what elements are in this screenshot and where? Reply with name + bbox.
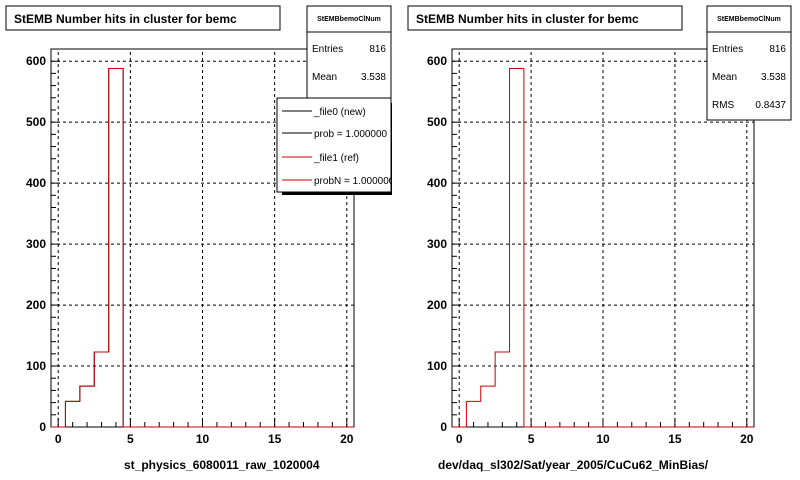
right-title-box — [407, 5, 683, 31]
left-title: StEMB Number hits in cluster for bemc — [14, 12, 237, 26]
left-y-tick-labels: 0 100 200 300 400 500 600 — [26, 54, 46, 434]
x-tick-label: 10 — [596, 432, 610, 446]
left-x-tick-labels: 0 5 10 15 20 — [55, 432, 354, 446]
legend-label-prob: prob = 1.000000 — [314, 129, 388, 140]
right-panel: StEMB Number hits in cluster for bemc 0 1… — [407, 5, 792, 472]
right-stats-mean-label: Mean — [712, 72, 737, 83]
y-tick-label: 0 — [440, 420, 447, 434]
right-stats-entries-label: Entries — [712, 44, 743, 55]
right-stats-rms-label: RMS — [712, 100, 735, 111]
y-tick-label: 100 — [427, 359, 447, 373]
x-tick-label: 5 — [127, 432, 134, 446]
y-tick-label: 200 — [26, 298, 46, 312]
y-tick-label: 0 — [39, 420, 46, 434]
x-tick-label: 10 — [196, 432, 210, 446]
y-tick-label: 500 — [26, 115, 46, 129]
legend-label-file0: _file0 (new) — [313, 107, 366, 118]
y-tick-label: 300 — [427, 237, 447, 251]
left-x-axis-label: st_physics_6080011_raw_1020004 — [124, 458, 320, 472]
right-x-tick-labels: 0 5 10 15 20 — [456, 432, 754, 446]
y-tick-label: 400 — [26, 176, 46, 190]
y-tick-label: 600 — [427, 54, 447, 68]
x-tick-label: 15 — [668, 432, 682, 446]
y-tick-label: 600 — [26, 54, 46, 68]
x-tick-label: 20 — [740, 432, 754, 446]
left-stats-mean-label: Mean — [312, 72, 337, 83]
y-tick-label: 100 — [26, 359, 46, 373]
right-stats-name: StEMBbemoClNum — [717, 16, 781, 23]
right-y-tick-labels: 0 100 200 300 400 500 600 — [427, 54, 447, 434]
left-histogram — [51, 68, 354, 428]
left-stats-name: StEMBbemoClNum — [317, 16, 381, 23]
y-tick-label: 500 — [427, 115, 447, 129]
left-title-box — [5, 5, 281, 31]
y-tick-label: 200 — [427, 298, 447, 312]
right-stats-entries-value: 816 — [769, 44, 786, 55]
right-grid — [452, 49, 754, 427]
legend-label-file1: _file1 (ref) — [313, 153, 359, 164]
x-tick-label: 0 — [55, 432, 62, 446]
histogram-series-0 — [452, 68, 754, 428]
x-tick-label: 15 — [268, 432, 282, 446]
y-tick-label: 400 — [427, 176, 447, 190]
histogram-series-1 — [51, 68, 354, 428]
right-histogram — [452, 68, 754, 428]
x-tick-label: 5 — [528, 432, 535, 446]
y-tick-label: 300 — [26, 237, 46, 251]
left-stats-entries-value: 816 — [369, 44, 386, 55]
left-legend: _file0 (new) prob = 1.000000 _file1 (ref… — [276, 97, 395, 195]
x-tick-label: 20 — [340, 432, 354, 446]
left-stats-mean-value: 3.538 — [361, 72, 386, 83]
right-axis-ticks — [452, 48, 748, 428]
right-stats-rms-value: 0.8437 — [755, 100, 786, 111]
left-axis-ticks — [51, 48, 348, 428]
left-stats-entries-label: Entries — [312, 44, 343, 55]
left-panel: StEMB Number hits in cluster for bemc 0 1… — [5, 5, 395, 472]
right-stats-box: StEMBbemoClNum Entries 816 Mean 3.538 RM… — [706, 5, 792, 121]
legend-label-probn: probN = 1.000000 — [314, 176, 395, 187]
right-stats-mean-value: 3.538 — [761, 72, 786, 83]
right-title: StEMB Number hits in cluster for bemc — [416, 12, 639, 26]
x-tick-label: 0 — [456, 432, 463, 446]
right-x-axis-label: dev/daq_sl302/Sat/year_2005/CuCu62_MinBi… — [438, 458, 709, 472]
panel-separator — [392, 0, 400, 480]
